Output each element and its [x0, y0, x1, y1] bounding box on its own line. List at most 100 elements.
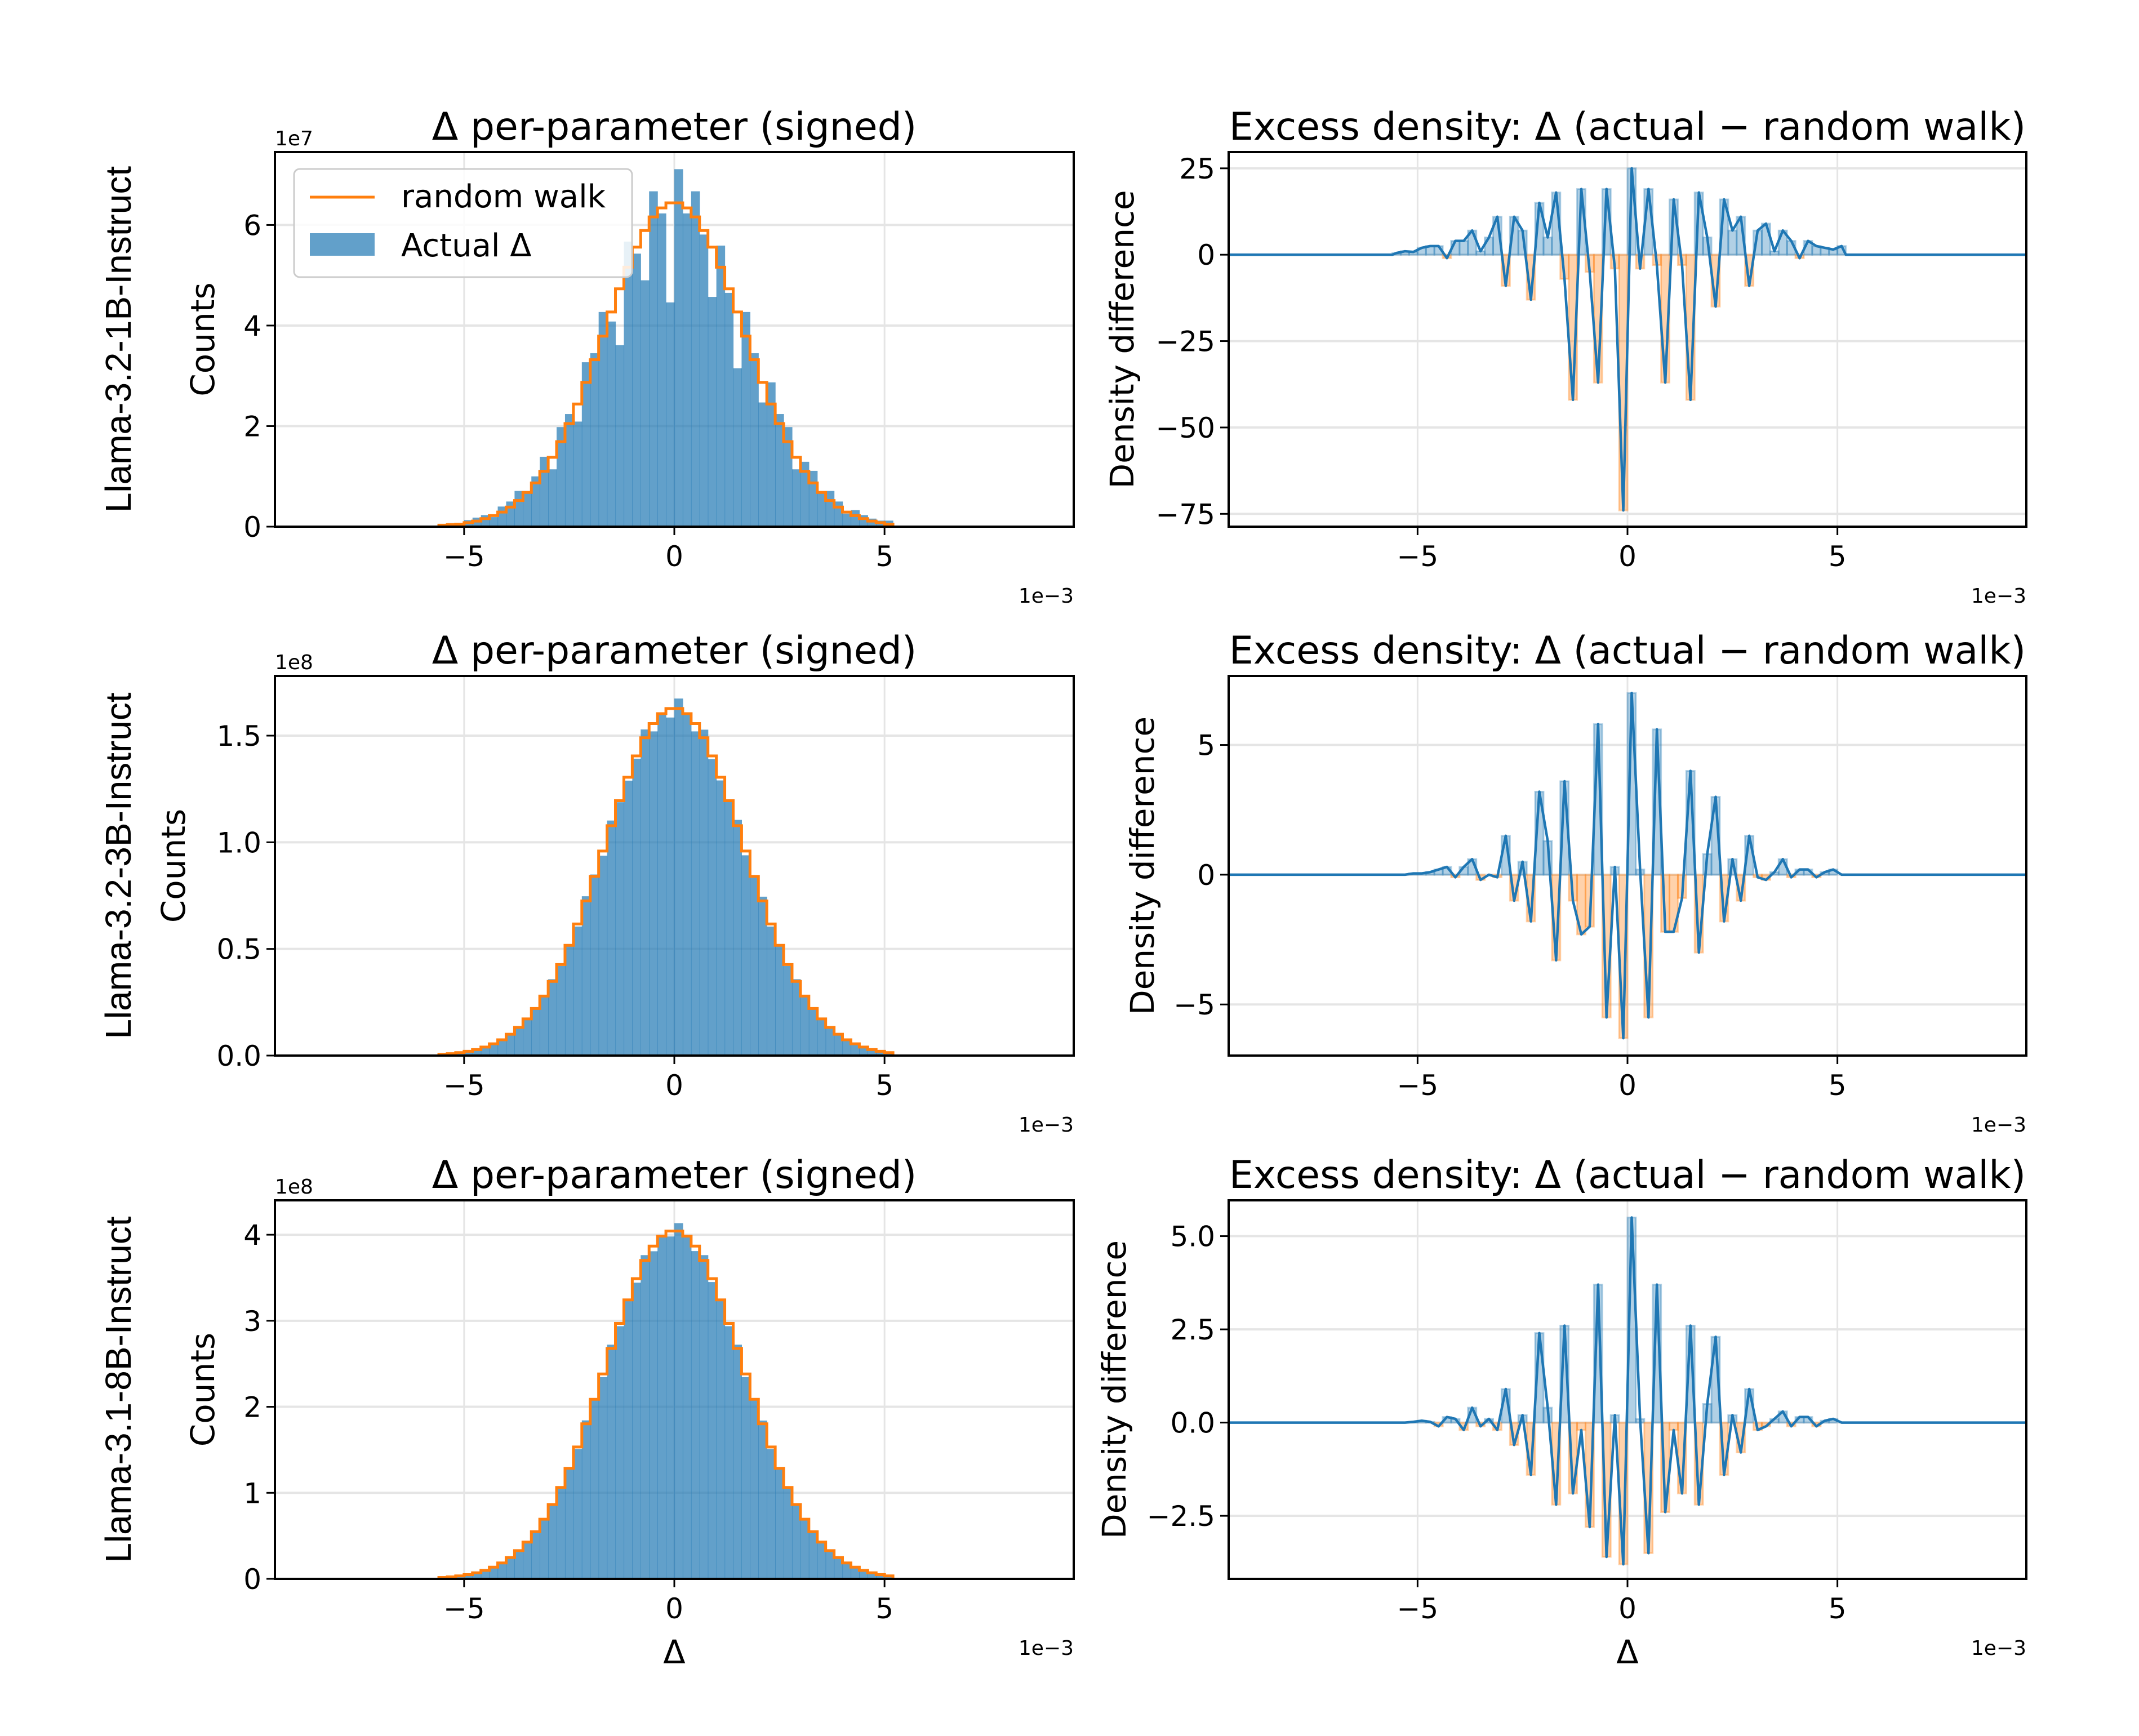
- row-label: Llama-3.2-1B-Instruct: [98, 166, 139, 513]
- histogram-bar: [641, 280, 650, 527]
- histogram-bar: [775, 944, 784, 1056]
- y-tick-label: 2.5: [1170, 1314, 1215, 1346]
- histogram-bar: [775, 414, 784, 527]
- histogram-bar: [741, 855, 750, 1056]
- histogram-bar: [750, 875, 759, 1056]
- y-tick-label: 5: [1197, 729, 1215, 762]
- histogram-bar: [564, 1468, 574, 1579]
- excess-positive-bar: [1458, 240, 1469, 256]
- chart-title: Excess density: Δ (actual − random walk): [1229, 105, 2026, 149]
- excess-density-panel: −5 0 5 5 0 −5 Excess density: Δ (actual − rand…: [1123, 629, 2027, 1137]
- histogram-bar: [464, 1051, 473, 1056]
- histogram-bar: [733, 1345, 742, 1579]
- histogram-bar: [691, 191, 700, 527]
- histogram-bar: [531, 476, 540, 527]
- histogram-bar: [540, 456, 549, 527]
- x-tick-label: 5: [1829, 540, 1847, 573]
- x-tick-label: −5: [1397, 1069, 1439, 1102]
- y-tick-label: 2: [243, 1391, 261, 1424]
- histogram-bar: [708, 1282, 717, 1579]
- legend-frame: [293, 168, 633, 278]
- histogram-bar: [708, 759, 717, 1056]
- histogram-bar: [825, 1026, 835, 1056]
- histogram-bar: [758, 1420, 767, 1579]
- legend-label: random walk: [401, 179, 606, 215]
- histogram-bar: [557, 1488, 566, 1579]
- histogram-bar: [564, 414, 574, 527]
- y-tick-label: 0.0: [216, 1040, 261, 1072]
- histogram-bar: [540, 996, 549, 1056]
- histogram-bar: [825, 1550, 835, 1579]
- histogram-bar: [791, 1503, 801, 1579]
- excess-positive-bar: [1727, 229, 1738, 256]
- histogram-bar: [859, 1047, 868, 1056]
- y-tick-label: 0: [243, 511, 261, 544]
- histogram-bar: [489, 517, 499, 527]
- histogram-bar: [590, 353, 599, 527]
- histogram-bar: [733, 820, 742, 1056]
- y-tick-label: 25: [1179, 153, 1215, 185]
- histogram-bar: [632, 253, 641, 527]
- y-tick-label: −25: [1155, 326, 1215, 358]
- histogram-bar: [514, 1550, 523, 1579]
- histogram-bar: [514, 1026, 523, 1056]
- y-tick-label: 2: [243, 410, 261, 443]
- histogram-bar: [784, 965, 793, 1056]
- histogram-bar: [699, 1255, 709, 1579]
- excess-density-line: [1229, 167, 2026, 512]
- histogram-bar: [674, 1223, 683, 1579]
- histogram-bar: [624, 780, 633, 1056]
- histogram-bar: [657, 213, 666, 527]
- excess-density-panel: −5 0 5 5.0 2.5 0.0 −2.5 Excess density: Δ (actu…: [1095, 1153, 2027, 1671]
- histogram-bar: [791, 469, 801, 527]
- histogram-bar: [800, 461, 810, 527]
- histogram-bar: [548, 979, 557, 1056]
- x-tick-label: −5: [443, 1069, 485, 1102]
- histogram-bar: [808, 1532, 818, 1579]
- x-tick-label: 0: [665, 1069, 683, 1102]
- chart-title: Δ per-parameter (signed): [432, 105, 917, 149]
- random-walk-step-line: [437, 1230, 895, 1579]
- row-label: Llama-3.1-8B-Instruct: [98, 1216, 139, 1563]
- histogram-bar: [682, 213, 692, 527]
- histogram-bar: [540, 1519, 549, 1579]
- histogram-bar: [598, 311, 608, 527]
- histogram-bar: [624, 1300, 633, 1579]
- x-tick-label: −5: [443, 540, 485, 573]
- histogram-bar: [548, 1503, 557, 1579]
- histogram-bar: [851, 1043, 860, 1056]
- histogram-bar: [791, 979, 801, 1056]
- random-walk-step-line: [437, 707, 895, 1056]
- histogram-bar: [834, 1557, 843, 1579]
- y-offset-text: 1e8: [275, 1176, 313, 1199]
- histogram-bar: [590, 1399, 599, 1579]
- histogram-bar: [691, 731, 700, 1056]
- x-tick-label: 5: [875, 540, 893, 573]
- row-label: Llama-3.2-3B-Instruct: [98, 692, 139, 1039]
- histogram-bar: [615, 345, 625, 527]
- histogram-panel: −5 0 5 0 1 2 3 4 Δ per-parameter (signed) Counts Δ…: [184, 1153, 1075, 1671]
- histogram-bar: [868, 1573, 877, 1579]
- x-tick-label: 5: [875, 1069, 893, 1102]
- histogram-bar: [607, 321, 616, 527]
- y-tick-label: 6: [243, 209, 261, 242]
- histogram-bar: [581, 362, 591, 527]
- chart-title: Δ per-parameter (signed): [432, 629, 917, 673]
- x-offset-text: 1e−3: [1971, 1114, 2026, 1137]
- histogram-bar: [598, 856, 608, 1056]
- x-tick-label: 5: [1829, 1069, 1847, 1102]
- histogram-bar: [598, 1377, 608, 1579]
- chart-title: Excess density: Δ (actual − random walk): [1229, 1153, 2026, 1198]
- histogram-bar: [699, 729, 709, 1056]
- histogram-bar: [666, 717, 675, 1056]
- x-axis-label: Δ: [663, 1633, 686, 1671]
- y-tick-label: −2.5: [1147, 1500, 1215, 1533]
- histogram-bar: [682, 1236, 692, 1579]
- histogram-bar: [649, 191, 658, 527]
- histogram-bar: [581, 1420, 591, 1579]
- histogram-bar: [750, 353, 759, 527]
- histogram-bar: [708, 297, 717, 527]
- y-axis-label: Counts: [184, 1333, 222, 1446]
- histogram-bar: [573, 1449, 582, 1579]
- y-axis-label: Counts: [154, 809, 193, 923]
